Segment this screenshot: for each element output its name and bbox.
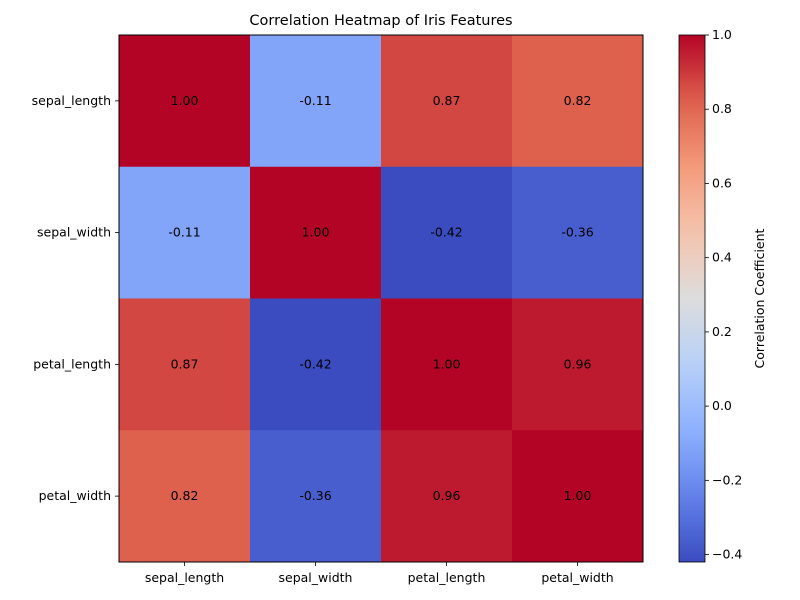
cell-value-label: -0.42: [299, 356, 331, 371]
cell-value-label: -0.11: [299, 93, 331, 108]
y-tick-label-petal_width: petal_width: [39, 488, 111, 503]
heatmap-cell-petal_width-sepal_length: [119, 430, 251, 563]
heatmap-cells: [119, 35, 644, 563]
heatmap-cell-petal_length-sepal_width: [250, 298, 382, 431]
colorbar-tick-label: −0.4: [712, 547, 742, 562]
y-tick-label-sepal_length: sepal_length: [32, 93, 111, 108]
cell-value-label: 0.87: [171, 356, 199, 371]
colorbar-tick-label: 0.2: [712, 324, 732, 339]
cell-value-label: 0.87: [433, 93, 461, 108]
colorbar-tick-label: −0.2: [712, 472, 742, 487]
cell-value-label: 0.96: [564, 356, 592, 371]
x-axis: sepal_length sepal_width petal_length petal…: [145, 562, 614, 585]
cell-value-label: 0.82: [171, 488, 199, 503]
colorbar-label: Correlation Coefficient: [752, 228, 767, 368]
colorbar-tick-label: 0.4: [712, 250, 732, 265]
cell-value-label: 1.00: [171, 93, 199, 108]
x-tick-label-petal_length: petal_length: [408, 570, 486, 585]
cell-value-label: 0.96: [433, 488, 461, 503]
heatmap-cell-sepal_length-petal_length: [381, 35, 513, 168]
heatmap-cell-sepal_length-sepal_length: [119, 35, 251, 168]
y-tick-label-sepal_width: sepal_width: [37, 225, 111, 240]
colorbar-tick-label: 0.8: [712, 101, 732, 116]
cell-value-label: 0.82: [564, 93, 592, 108]
heatmap-cell-sepal_width-petal_length: [381, 166, 513, 299]
heatmap-cell-sepal_width-sepal_width: [250, 166, 382, 299]
heatmap-cell-sepal_width-petal_width: [512, 166, 644, 299]
cell-value-label: 1.00: [433, 356, 461, 371]
x-tick-label-petal_width: petal_width: [541, 570, 613, 585]
y-axis: sepal_length sepal_width petal_lengthpetal…: [32, 93, 119, 503]
heatmap-cell-petal_length-petal_length: [381, 298, 513, 431]
heatmap-cell-petal_width-sepal_width: [250, 430, 382, 563]
cell-value-label: -0.36: [561, 225, 593, 240]
cell-value-label: -0.36: [299, 488, 331, 503]
heatmap-cell-sepal_length-sepal_width: [250, 35, 382, 168]
heatmap-cell-sepal_width-sepal_length: [119, 166, 251, 299]
colorbar-tick-label: 0.0: [712, 398, 732, 413]
colorbar-tick-label: 1.0: [712, 27, 732, 42]
x-tick-label-sepal_length: sepal_length: [145, 570, 224, 585]
chart-title: Correlation Heatmap of Iris Features: [249, 13, 512, 29]
y-tick-label-petal_length: petal_length: [33, 356, 111, 371]
colorbar: [678, 34, 706, 563]
heatmap-cell-petal_length-sepal_length: [119, 298, 251, 431]
heatmap-cell-petal_width-petal_length: [381, 430, 513, 563]
heatmap-cell-sepal_length-petal_width: [512, 35, 644, 168]
x-tick-label-sepal_width: sepal_width: [279, 570, 353, 585]
plot-frame: [118, 34, 644, 563]
cell-value-label: -0.42: [430, 225, 462, 240]
colorbar-ticks: 1.0 0.8 0.6 0.4 0.2 0.0 −0.2 −0.4: [705, 27, 742, 562]
colorbar-tick-label: 0.6: [712, 175, 732, 190]
heatmap-cell-labels: 1.00 -0.11 0.87 0.82 -0.11 1.00 -0.42 -0.36 0.87…: [168, 93, 593, 503]
cell-value-label: 1.00: [564, 488, 592, 503]
cell-value-label: 1.00: [302, 225, 330, 240]
cell-value-label: -0.11: [168, 225, 200, 240]
heatmap-cell-petal_length-petal_width: [512, 298, 644, 431]
heatmap-cell-petal_width-petal_width: [512, 430, 644, 563]
